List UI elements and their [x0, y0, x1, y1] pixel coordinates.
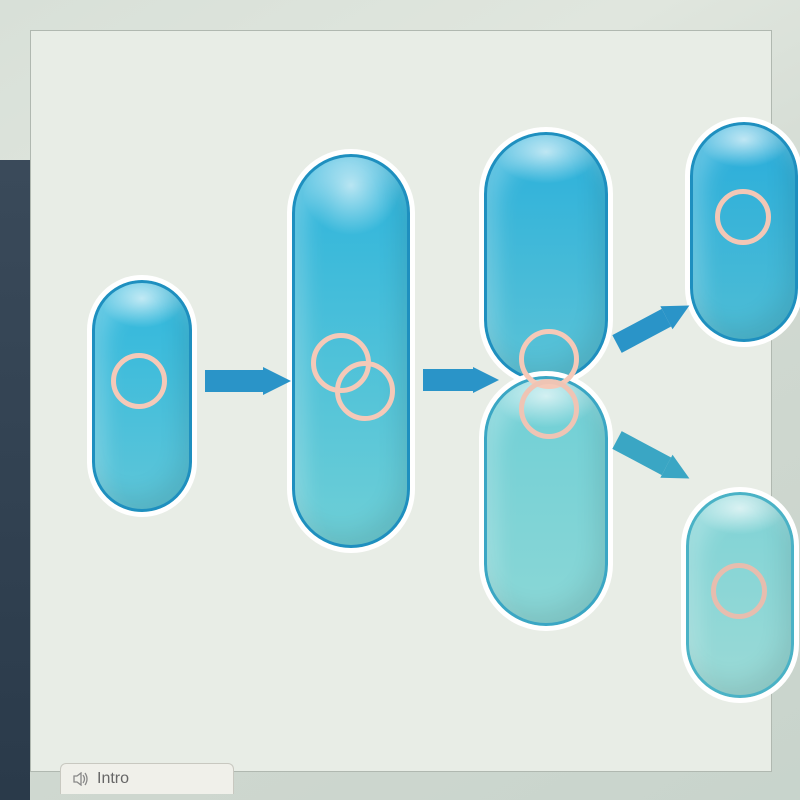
plasmid-s2-1	[335, 361, 395, 421]
left-dark-strip	[0, 160, 30, 800]
diagram-stage	[31, 31, 771, 771]
speaker-icon	[73, 772, 89, 786]
plasmid-s1-0	[111, 353, 167, 409]
plasmid-s3-1	[519, 379, 579, 439]
plasmid-s4-0	[715, 189, 771, 245]
arrow-a3	[611, 333, 623, 356]
plasmid-s4-1	[711, 563, 767, 619]
intro-tab-label: Intro	[97, 770, 129, 788]
diagram-frame	[30, 30, 772, 772]
intro-tab[interactable]: Intro	[60, 763, 234, 794]
